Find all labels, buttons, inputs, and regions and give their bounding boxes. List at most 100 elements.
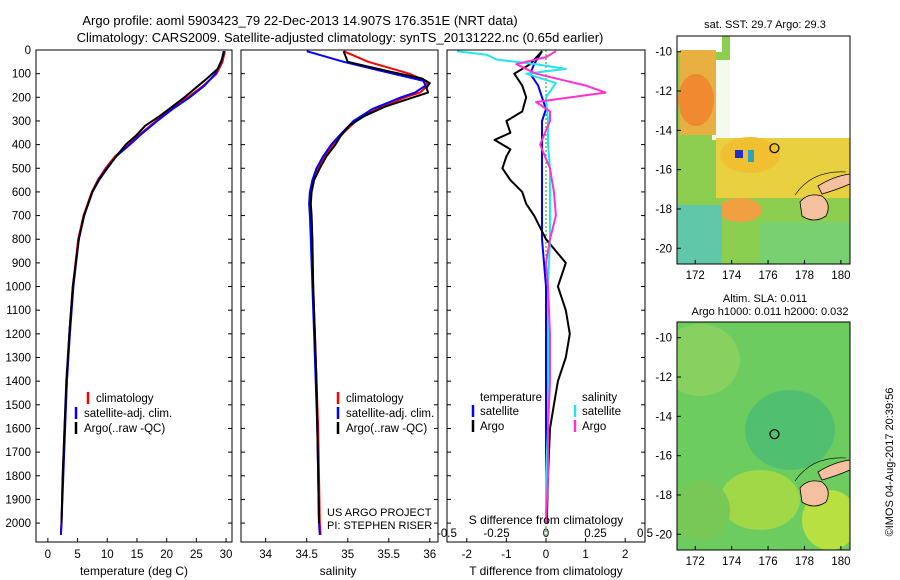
salinity-line-2 [309, 50, 431, 524]
temperature-line-0 [59, 50, 226, 535]
depth-tick-label: 1000 [5, 282, 31, 294]
legend-sal-argo-label: Argo [582, 421, 606, 433]
depth-tick-label: 1800 [5, 471, 31, 483]
sst-cool-se [760, 222, 850, 264]
x-tick-label: 0 [543, 549, 549, 561]
x-tick-label: 2 [622, 549, 628, 561]
map-y-tick-label: -10 [655, 333, 672, 345]
map-y-tick-label: -12 [655, 372, 672, 384]
depth-tick-label: 1500 [5, 400, 31, 412]
x-tick-label: 15 [131, 549, 144, 561]
sst-map-panel: sat. SST: 29.7 Argo: 29.3 172 174 176 178 18… [655, 19, 851, 282]
sst-map-title: sat. SST: 29.7 Argo: 29.3 [704, 19, 826, 31]
sla-map-frame [676, 321, 851, 551]
legend-temp-satellite-label: satellite [480, 406, 519, 418]
x-tick-label: 5 [74, 549, 80, 561]
map-x-tick-label: 174 [722, 270, 742, 282]
temperature-series [59, 50, 226, 535]
difference-top-ticks: -0.5 -0.25 0 0.25 0.5 [437, 528, 653, 540]
sst-field [677, 36, 850, 264]
sst-pixel-teal [748, 150, 754, 162]
salinity-series [306, 50, 431, 535]
map-y-tick-label: -20 [655, 243, 672, 255]
x-tick-label: 1 [582, 549, 588, 561]
sst-missing-cloud [730, 36, 850, 140]
x-tick-label: 35.5 [378, 549, 400, 561]
depth-tick-label: 900 [12, 258, 31, 270]
map-x-tick-label: 172 [686, 270, 705, 282]
map-x-tick-label: 176 [758, 270, 777, 282]
map-y-tick-label: -14 [655, 411, 672, 423]
difference-line-0 [529, 50, 547, 524]
map-y-tick-label: -16 [655, 165, 672, 177]
temperature-diff-legend: temperature satellite Argo [471, 392, 542, 433]
x-tick-label: 0 [45, 549, 51, 561]
map-x-tick-label: 180 [831, 270, 850, 282]
depth-tick-label: 1100 [6, 305, 31, 317]
difference-line-3 [515, 50, 607, 524]
x-tick-label: 10 [101, 549, 114, 561]
sla-map-panel: Altim. SLA: 0.011 Argo h1000: 0.011 h200… [655, 293, 851, 568]
sla-patch-south [720, 470, 800, 530]
sst-hot-core [678, 74, 714, 126]
salinity-axes-frame [240, 49, 439, 543]
argo-location-marker [769, 429, 780, 440]
temperature-x-label: temperature (deg C) [80, 564, 188, 578]
temperature-legend: climatology satellite-adj. clim. Argo(..… [74, 392, 172, 435]
legend-argo-label: Argo(..raw -QC) [84, 423, 165, 435]
pi-annotation: PI: STEPHEN RISER [327, 520, 432, 532]
salinity-x-ticks: 34 34.5 35 35.5 36 [259, 538, 436, 561]
sla-patch-center [745, 390, 835, 470]
sst-missing-strip [712, 60, 730, 140]
depth-tick-label: 1600 [5, 423, 31, 435]
figure-title-line2: Climatology: CARS2009. Satellite-adjuste… [77, 30, 604, 45]
salinity-line-0 [308, 50, 430, 535]
project-annotation: US ARGO PROJECT [327, 507, 432, 519]
figure-title-line1: Argo profile: aoml 5903423_79 22-Dec-201… [82, 13, 517, 28]
x-tick-label: -1 [501, 549, 511, 561]
depth-tick-label: 1400 [5, 376, 31, 388]
temperature-diff-axis-label: T difference from climatology [469, 564, 623, 578]
x-tick-label: 30 [220, 549, 233, 561]
depth-tick-label: 700 [12, 211, 31, 223]
salinity-panel: 34 34.5 35 35.5 36 salinity climatology sate… [240, 49, 439, 578]
map-x-tick-label: 172 [686, 556, 705, 568]
legend-argo-label: Argo(..raw -QC) [346, 423, 427, 435]
depth-tick-label: 100 [12, 69, 31, 81]
legend-climatology-label: climatology [346, 393, 404, 405]
sla-map-title-line1: Altim. SLA: 0.011 [723, 293, 807, 305]
sla-patch-nw [677, 324, 740, 396]
difference-line-2 [456, 50, 567, 524]
depth-tick-label: 500 [12, 163, 31, 175]
salinity-x-label: salinity [320, 564, 357, 578]
sst-map-frame [676, 35, 851, 265]
map-x-tick-label: 180 [831, 556, 850, 568]
imos-credit: ©IMOS 04-Aug-2017 20:39:56 [884, 388, 896, 537]
depth-tick-label: 0 [25, 45, 31, 57]
salinity-diff-tick-label: -0.25 [483, 528, 509, 540]
salinity-diff-axis-label: S difference from climatology [469, 513, 624, 527]
temperature-x-ticks: 0 5 10 15 20 25 30 [45, 538, 233, 561]
sla-map-title-line2: Argo h1000: 0.011 h2000: 0.032 [692, 306, 849, 318]
island-viti-levu [799, 480, 829, 507]
sst-missing-top [677, 36, 722, 52]
difference-x-ticks: -2 -1 0 1 2 [462, 538, 628, 561]
depth-tick-label: 200 [12, 92, 31, 104]
x-tick-label: 35 [341, 549, 354, 561]
map-y-tick-label: -10 [655, 47, 672, 59]
sst-map-y-ticks: -10 -12 -14 -16 -18 -20 [655, 47, 681, 255]
argo-location-marker [769, 143, 780, 154]
legend-satellite-label: satellite-adj. clim. [346, 408, 434, 420]
fiji-islands [794, 171, 851, 221]
legend-climatology-label: climatology [96, 393, 154, 405]
depth-tick-label: 1900 [5, 494, 31, 506]
legend-temperature-title: temperature [480, 392, 542, 404]
legend-sal-satellite-label: satellite [582, 406, 621, 418]
x-tick-label: 34 [259, 549, 272, 561]
sst-cool-sw [677, 205, 722, 264]
depth-tick-label: 600 [12, 187, 31, 199]
map-x-tick-label: 176 [758, 556, 777, 568]
x-tick-label: 20 [160, 549, 173, 561]
sla-map-y-ticks: -10 -12 -14 -16 -18 -20 [655, 333, 681, 541]
